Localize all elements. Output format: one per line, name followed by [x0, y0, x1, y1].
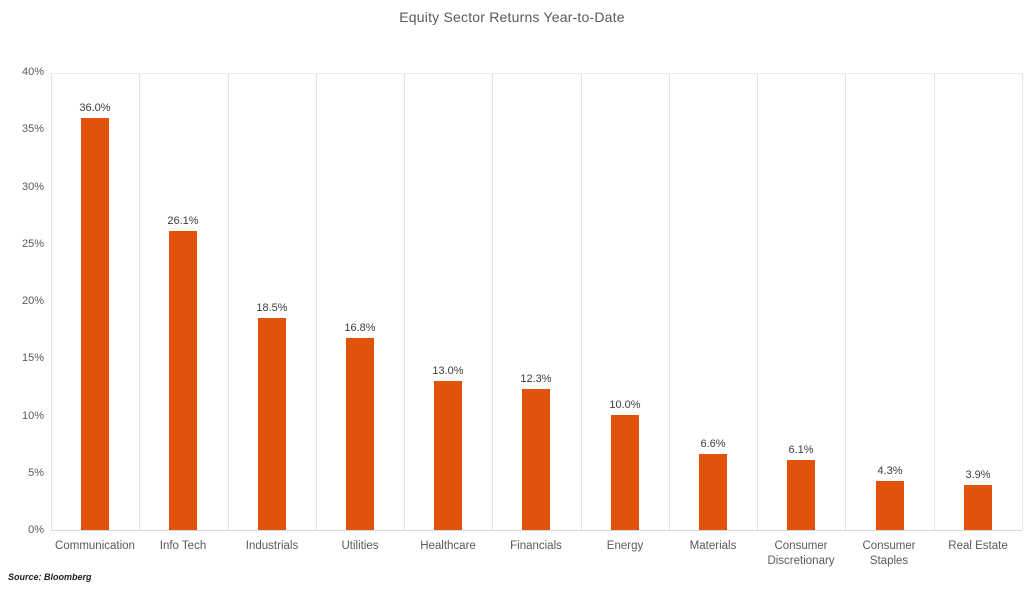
y-axis-tick-label: 35% — [21, 123, 44, 135]
source-note: Source: Bloomberg — [8, 572, 92, 582]
vertical-gridline — [934, 74, 935, 530]
bar-energy — [611, 415, 639, 530]
y-axis-tick-label: 0% — [28, 524, 44, 536]
bar-data-label: 6.6% — [700, 438, 726, 450]
bar-data-label: 3.9% — [965, 469, 991, 481]
x-axis-category-label: Materials — [689, 540, 737, 552]
bar-financials — [522, 389, 550, 530]
y-axis-tick-label: 40% — [21, 66, 44, 78]
bar-data-label: 36.0% — [79, 102, 111, 114]
bar-data-label: 6.1% — [788, 444, 814, 456]
plot-area: 36.0% 26.1% 18.5% 16.8% 13.0% 12.3% 10.0% 6.6% 6… — [51, 73, 1023, 531]
x-axis-category-label: Communication — [55, 540, 135, 552]
x-axis-category-label: Consumer Staples — [862, 540, 916, 567]
bar-data-label: 26.1% — [167, 215, 199, 227]
bar-data-label: 18.5% — [256, 302, 288, 314]
vertical-gridline — [404, 74, 405, 530]
vertical-gridline — [139, 74, 140, 530]
bar-industrials — [258, 318, 286, 530]
vertical-gridline — [1022, 74, 1023, 530]
bar-data-label: 12.3% — [520, 373, 552, 385]
bar-data-label: 10.0% — [609, 399, 641, 411]
x-axis-category-label: Industrials — [245, 540, 299, 552]
x-axis-category-label: Utilities — [341, 540, 379, 552]
chart-title: Equity Sector Returns Year-to-Date — [399, 9, 625, 25]
vertical-gridline — [757, 74, 758, 530]
x-axis-category-label: Healthcare — [420, 540, 476, 552]
x-axis-category-label: Energy — [606, 540, 644, 552]
x-axis-category-label: Info Tech — [159, 540, 207, 552]
bar-materials — [699, 454, 727, 530]
bar-info-tech — [169, 231, 197, 530]
x-axis-category-label: Consumer Discretionary — [767, 540, 835, 567]
vertical-gridline — [228, 74, 229, 530]
bar-data-label: 4.3% — [877, 465, 903, 477]
bar-data-label: 16.8% — [344, 322, 376, 334]
bar-data-label: 13.0% — [432, 365, 464, 377]
bar-utilities — [346, 338, 374, 530]
bar-real-estate — [964, 485, 992, 530]
y-axis-tick-label: 20% — [21, 295, 44, 307]
bar-healthcare — [434, 381, 462, 530]
y-axis-tick-label: 5% — [28, 467, 44, 479]
bar-communication — [81, 118, 109, 530]
bar-consumer-discretionary — [787, 460, 815, 530]
vertical-gridline — [581, 74, 582, 530]
x-axis-category-label: Financials — [510, 540, 562, 552]
vertical-gridline — [492, 74, 493, 530]
x-axis-category-label: Real Estate — [948, 540, 1008, 552]
vertical-gridline — [669, 74, 670, 530]
y-axis-tick-label: 10% — [21, 410, 44, 422]
y-axis-tick-label: 15% — [21, 352, 44, 364]
y-axis-tick-label: 25% — [21, 238, 44, 250]
y-axis-tick-label: 30% — [21, 181, 44, 193]
bar-consumer-staples — [876, 481, 904, 530]
vertical-gridline — [316, 74, 317, 530]
vertical-gridline — [51, 74, 52, 530]
vertical-gridline — [845, 74, 846, 530]
